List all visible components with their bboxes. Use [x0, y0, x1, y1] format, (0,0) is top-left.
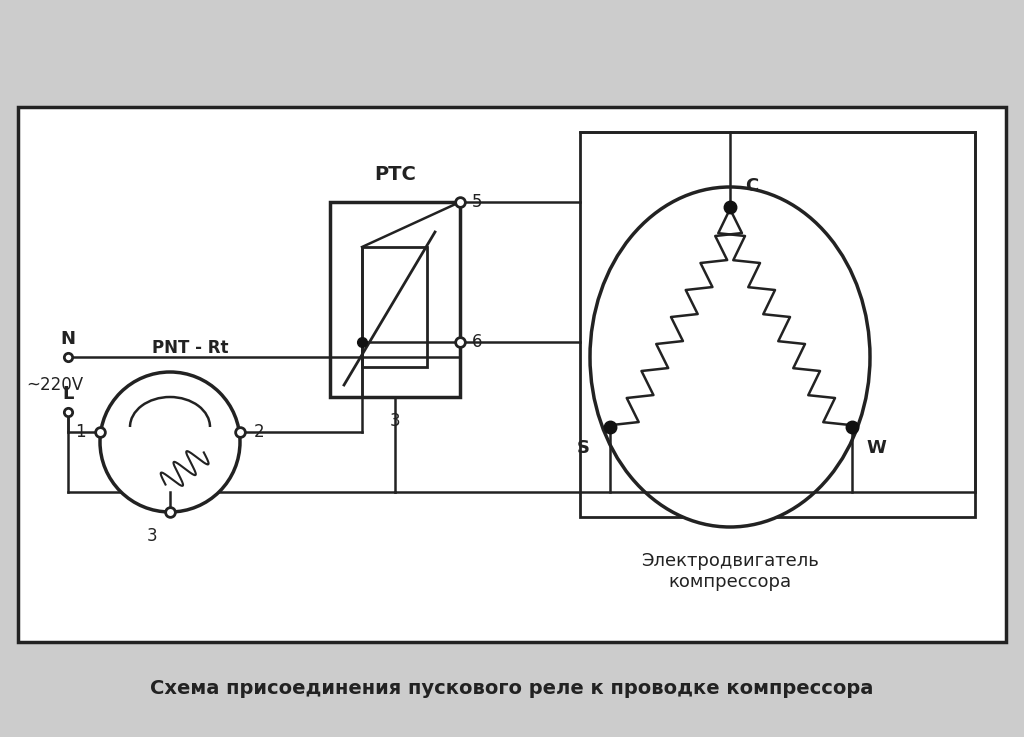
Text: S: S: [577, 439, 590, 457]
Ellipse shape: [590, 187, 870, 527]
Text: PTC: PTC: [374, 165, 416, 184]
Text: Схема присоединения пускового реле к проводке компрессора: Схема присоединения пускового реле к про…: [151, 680, 873, 699]
Text: 6: 6: [472, 333, 482, 351]
Text: 1: 1: [76, 423, 86, 441]
Text: PNT - Rt: PNT - Rt: [152, 339, 228, 357]
Text: C: C: [745, 177, 758, 195]
Text: W: W: [866, 439, 886, 457]
Bar: [362, 247, 427, 367]
Bar: [330, 202, 460, 397]
Text: Электродвигатель
компрессора: Электродвигатель компрессора: [641, 552, 819, 591]
Bar: [580, 132, 975, 517]
Bar: [18, 107, 1006, 642]
Text: N: N: [60, 330, 76, 348]
Text: 5: 5: [472, 193, 482, 211]
Text: L: L: [62, 385, 74, 403]
Text: 3: 3: [146, 527, 158, 545]
Text: ~220V: ~220V: [27, 376, 84, 394]
Circle shape: [100, 372, 240, 512]
Text: 3: 3: [390, 412, 400, 430]
Text: 2: 2: [254, 423, 264, 441]
